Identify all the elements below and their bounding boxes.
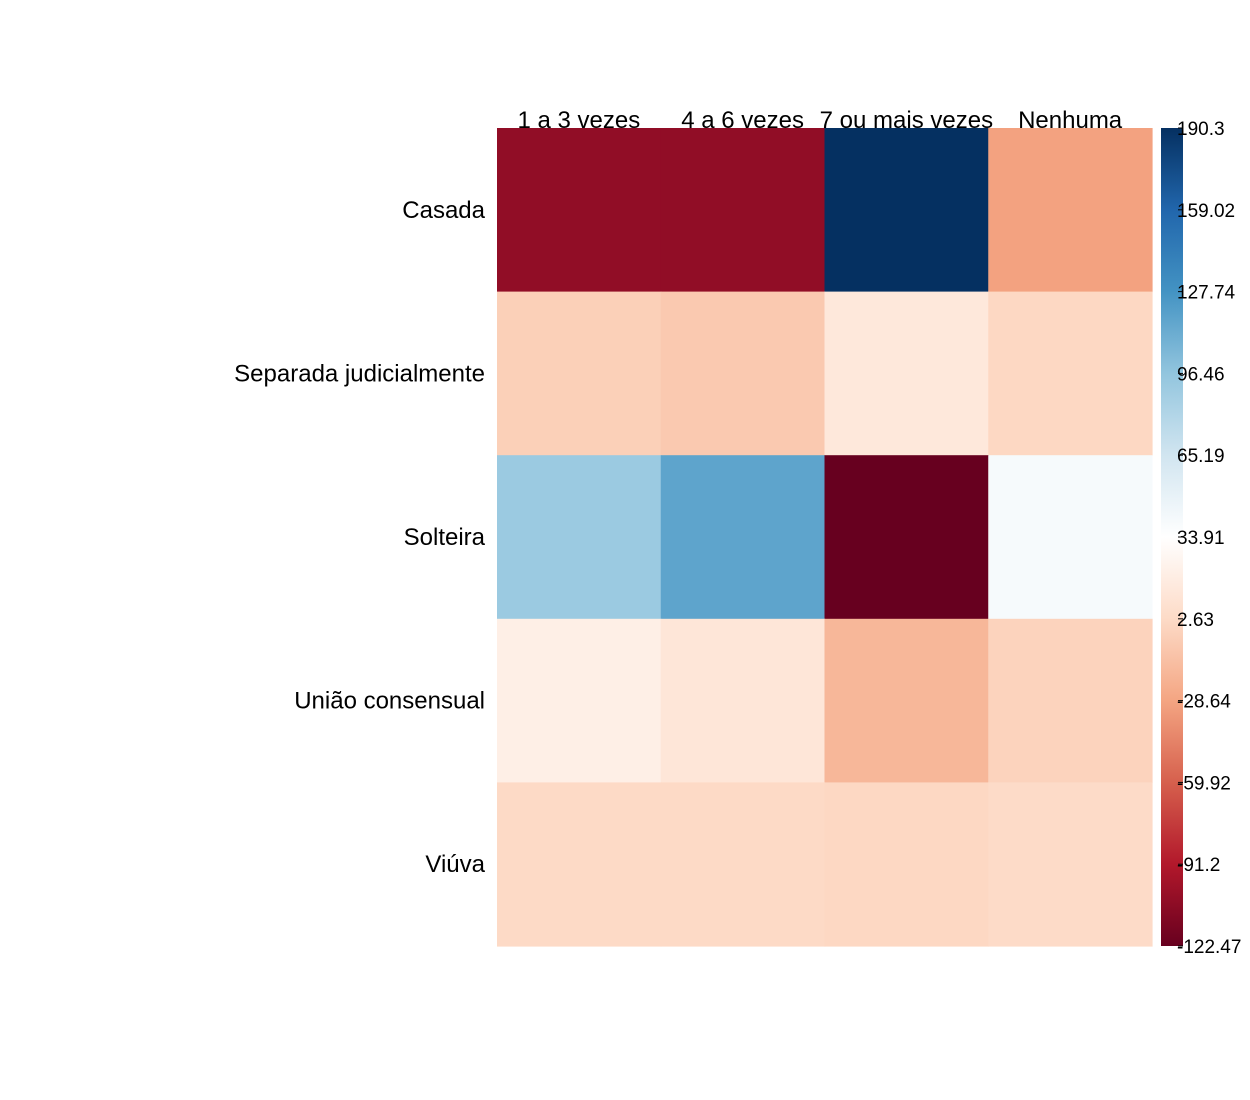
cell-casada-4-a-6-vezes [660,128,826,293]
colorbar-tick-label: 159.02 [1177,201,1235,222]
cell-uniao-consensual-1-a-3-vezes [497,618,662,783]
row-label-casada: Casada [402,197,485,224]
cell-separada-judicialmente-4-a-6-vezes [660,291,826,456]
cell-solteira-1-a-3-vezes [497,455,662,620]
column-label-7-ou-mais-vezes: 7 ou mais vezes [820,107,993,134]
cell-casada-7-ou-mais-vezes [824,128,989,293]
cell-separada-judicialmente-7-ou-mais-vezes [824,291,989,456]
cell-casada-nenhuma [988,128,1153,293]
heatmap-cells [497,128,1153,947]
column-label-1-a-3-vezes: 1 a 3 vezes [518,107,641,134]
cell-separada-judicialmente-nenhuma [988,291,1153,456]
row-label-viuva: Viúva [425,851,485,878]
colorbar-tick-label: -28.64 [1177,692,1231,713]
colorbar-tick-label: 96.46 [1177,364,1225,385]
colorbar-tick-label: 65.19 [1177,446,1225,467]
cell-casada-1-a-3-vezes [497,128,662,293]
row-label-solteira: Solteira [404,524,486,551]
colorbar-tick-label: -91.2 [1177,855,1220,876]
cell-viuva-1-a-3-vezes [497,782,662,947]
colorbar-tick-label: -59.92 [1177,773,1231,794]
cell-solteira-nenhuma [988,455,1153,620]
cell-viuva-7-ou-mais-vezes [824,782,989,947]
cell-viuva-nenhuma [988,782,1153,947]
cell-uniao-consensual-7-ou-mais-vezes [824,618,989,783]
colorbar-tick-label: -122.47 [1177,937,1241,958]
cell-solteira-4-a-6-vezes [660,455,826,620]
column-labels: 1 a 3 vezes 4 a 6 vezes 7 ou mais vezes Nen… [518,107,1123,134]
column-label-4-a-6-vezes: 4 a 6 vezes [681,107,804,134]
colorbar: 190.3 159.02 127.74 96.46 65.19 33.91 2.63 -28.… [1161,119,1241,958]
row-labels: Casada Separada judicialmente Solteira Uniã… [234,197,485,878]
cell-viuva-4-a-6-vezes [660,782,826,947]
cell-uniao-consensual-4-a-6-vezes [660,618,826,783]
cell-solteira-7-ou-mais-vezes [824,455,989,620]
row-label-uniao-consensual: União consensual [294,688,485,715]
colorbar-gradient [1161,128,1183,946]
cell-separada-judicialmente-1-a-3-vezes [497,291,662,456]
colorbar-tick-label: 127.74 [1177,283,1236,304]
colorbar-tick-label: 2.63 [1177,610,1214,631]
colorbar-tick-label: 190.3 [1177,119,1225,140]
cell-uniao-consensual-nenhuma [988,618,1153,783]
row-label-separada-judicialmente: Separada judicialmente [234,360,485,387]
column-label-nenhuma: Nenhuma [1018,107,1123,134]
colorbar-tick-label: 33.91 [1177,528,1225,549]
colorbar-ticks: 190.3 159.02 127.74 96.46 65.19 33.91 2.63 -28.… [1177,119,1241,958]
